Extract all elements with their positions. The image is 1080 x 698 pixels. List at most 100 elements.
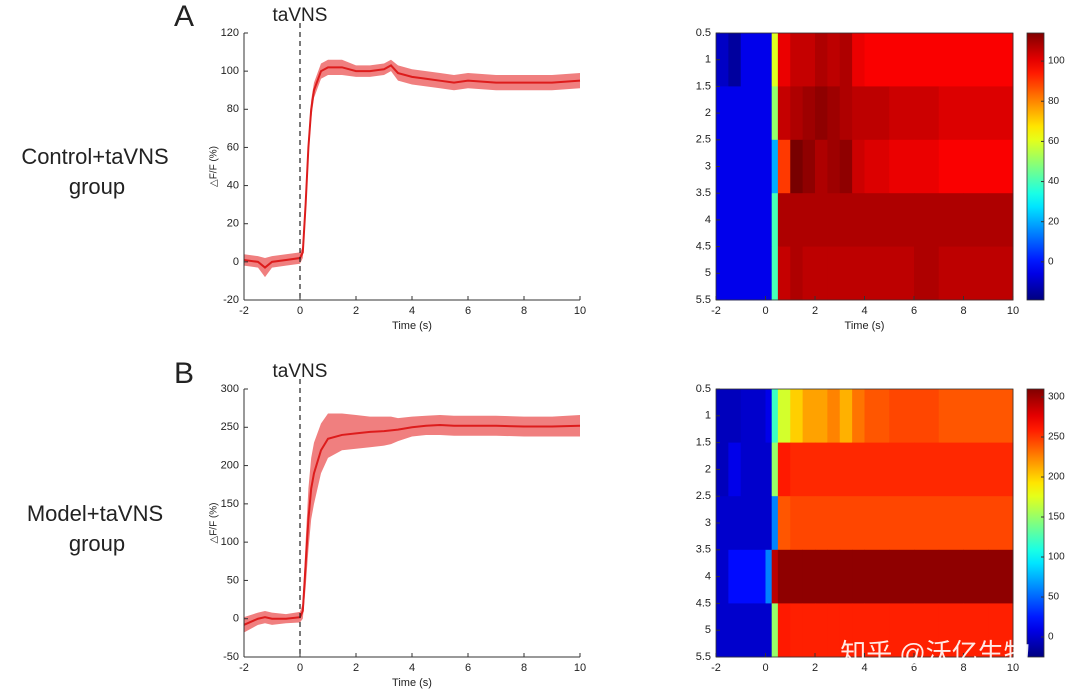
heat-cell (839, 139, 853, 194)
y-tick-label: 1 (705, 410, 711, 422)
heat-cell (777, 193, 791, 247)
heat-cell (864, 496, 890, 551)
heat-cell (716, 496, 729, 551)
heat-cell (716, 389, 729, 443)
colorbar-tick-label: 250 (1048, 432, 1065, 443)
heat-cell (777, 442, 791, 497)
heat-cell (728, 603, 742, 658)
y-tick-label: 20 (227, 218, 239, 230)
heat-cell (938, 549, 964, 604)
heat-cell (728, 193, 742, 247)
x-tick-label: 8 (960, 305, 966, 317)
x-tick-label: -2 (239, 662, 249, 674)
colorbar-tick-label: 60 (1048, 136, 1060, 147)
heat-cell (777, 389, 791, 443)
heat-cell (963, 193, 989, 247)
heat-cell (938, 246, 964, 301)
colorbar-tick-label: 80 (1048, 96, 1060, 107)
heat-cell (740, 389, 754, 443)
heat-cell (938, 389, 964, 443)
heat-cell (753, 496, 766, 551)
y-tick-label: -50 (223, 651, 239, 663)
x-tick-label: 0 (297, 662, 303, 674)
heat-cell (716, 33, 729, 87)
heat-cell (815, 496, 828, 551)
x-tick-label: 6 (911, 662, 917, 674)
heat-cell (852, 33, 865, 87)
heat-cell (988, 603, 1014, 658)
row-label: group (69, 531, 125, 556)
heat-cell (889, 246, 915, 301)
x-tick-label: 2 (812, 662, 818, 674)
x-axis-label: Time (s) (392, 677, 432, 689)
heat-cell (864, 139, 890, 194)
heat-cell (728, 246, 742, 301)
heat-cell (839, 246, 853, 301)
y-tick-label: 3 (705, 517, 711, 529)
heat-cell (740, 603, 754, 658)
heat-cell (852, 603, 865, 658)
y-tick-label: 60 (227, 141, 239, 153)
heat-cell (716, 603, 729, 658)
heat-cell (765, 549, 773, 604)
heat-cell (753, 442, 766, 497)
heat-cell (988, 246, 1014, 301)
heat-cell (777, 86, 791, 141)
heat-cell (802, 139, 816, 194)
heat-cell (827, 389, 841, 443)
heat-cell (864, 246, 890, 301)
heat-cell (815, 193, 828, 247)
heat-cell (790, 442, 804, 497)
heat-cell (740, 139, 754, 194)
heat-cell (728, 86, 742, 141)
x-tick-label: 6 (465, 662, 471, 674)
heat-cell (839, 603, 853, 658)
y-tick-label: 1.5 (696, 80, 711, 92)
heat-cell (740, 193, 754, 247)
x-tick-label: 2 (353, 305, 359, 317)
row-label: Control+taVNS (21, 144, 168, 169)
heat-cell (740, 246, 754, 301)
heat-cell (802, 389, 816, 443)
heat-cell (765, 86, 773, 141)
x-tick-label: -2 (711, 662, 721, 674)
heat-cell (963, 442, 989, 497)
heat-cell (740, 549, 754, 604)
x-tick-label: 0 (762, 305, 768, 317)
colorbar-tick-label: 200 (1048, 472, 1065, 483)
heat-cell (938, 33, 964, 87)
heat-cell (988, 549, 1014, 604)
heat-cell (839, 33, 853, 87)
y-tick-label: 50 (227, 574, 239, 586)
x-tick-label: 0 (762, 662, 768, 674)
y-tick-label: 80 (227, 103, 239, 115)
heat-cell (728, 389, 742, 443)
heat-cell (889, 603, 915, 658)
heat-cell (938, 139, 964, 194)
x-tick-label: 10 (1007, 662, 1019, 674)
heat-cell (827, 193, 841, 247)
heat-cell (753, 389, 766, 443)
heat-cell (963, 33, 989, 87)
heat-cell (864, 442, 890, 497)
y-tick-label: 2.5 (696, 134, 711, 146)
heat-cell (765, 33, 773, 87)
heat-cell (914, 33, 940, 87)
heat-cell (771, 442, 779, 497)
x-tick-label: 4 (409, 662, 415, 674)
heat-cell (889, 389, 915, 443)
heat-cell (852, 139, 865, 194)
heat-cell (753, 246, 766, 301)
heat-cell (790, 603, 804, 658)
heat-cell (914, 139, 940, 194)
heat-cell (827, 246, 841, 301)
heat-cell (988, 496, 1014, 551)
x-tick-label: 4 (861, 305, 867, 317)
heat-cell (938, 496, 964, 551)
heat-cell (864, 33, 890, 87)
heat-cell (914, 389, 940, 443)
y-tick-label: 100 (221, 536, 239, 548)
heat-cell (988, 86, 1014, 141)
heat-cell (765, 496, 773, 551)
